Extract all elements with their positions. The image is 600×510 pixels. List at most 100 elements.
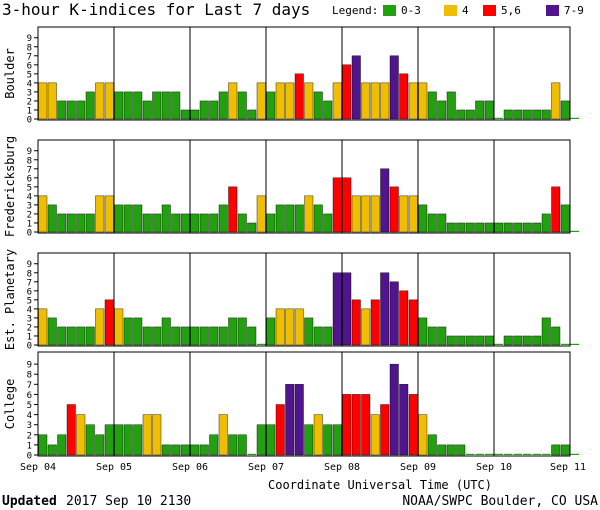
bar (323, 100, 333, 120)
bar (561, 343, 570, 345)
bar (190, 326, 200, 346)
bar (76, 414, 86, 456)
x-tick-label: Sep 10 (476, 462, 512, 473)
x-tick-label: Sep 09 (400, 462, 436, 473)
bar (494, 453, 503, 455)
bar (427, 91, 437, 120)
bar (570, 117, 579, 119)
bar (570, 453, 579, 455)
bar (114, 424, 124, 456)
bar (465, 222, 475, 233)
bar (332, 82, 342, 120)
bar (399, 290, 409, 346)
bar (418, 204, 428, 233)
bar (551, 444, 561, 456)
bar (418, 414, 428, 456)
bar (332, 177, 342, 233)
bar (47, 82, 57, 120)
bar (209, 100, 219, 120)
bar (142, 326, 152, 346)
bar (408, 195, 418, 233)
y-tick-label: 4 (27, 305, 32, 315)
legend-swatch-4 (444, 5, 457, 16)
y-tick-label: 4 (27, 192, 32, 202)
bar (152, 414, 162, 456)
y-tick-label: 9 (27, 34, 32, 44)
bar (66, 100, 76, 120)
bar (266, 317, 276, 346)
bar (142, 414, 152, 456)
bar (494, 117, 503, 119)
bar (256, 195, 266, 233)
bar (161, 91, 171, 120)
y-tick-label: 8 (27, 269, 32, 279)
bar (76, 326, 86, 346)
bar (532, 109, 542, 120)
bar (332, 272, 342, 346)
bar (427, 434, 437, 456)
bar (532, 453, 541, 455)
bar (190, 444, 200, 456)
y-tick-label: 7 (27, 278, 32, 288)
bar (257, 343, 266, 345)
bar (389, 186, 399, 233)
bar (209, 213, 219, 233)
bar (560, 100, 570, 120)
bar (551, 82, 561, 120)
x-tick-label: Sep 05 (96, 462, 132, 473)
bar (285, 308, 295, 346)
bar (57, 434, 67, 456)
bar (123, 91, 133, 120)
bar (114, 91, 124, 120)
bar (199, 326, 209, 346)
bar (180, 444, 190, 456)
bar (85, 424, 95, 456)
bar (503, 109, 513, 120)
bar (237, 91, 247, 120)
bar (218, 326, 228, 346)
bar (266, 424, 276, 456)
bar (199, 100, 209, 120)
bar (47, 444, 57, 456)
bar (351, 299, 361, 346)
bar (513, 109, 523, 120)
y-tick-label: 0 (27, 116, 32, 126)
bar (370, 195, 380, 233)
bar (209, 326, 219, 346)
y-tick-label: 3 (27, 421, 32, 431)
bar (114, 204, 124, 233)
bar (228, 434, 238, 456)
bar (522, 335, 532, 346)
bar (437, 100, 447, 120)
legend-entry-5-6: 5,6 (501, 4, 521, 17)
x-tick-label: Sep 06 (172, 462, 208, 473)
bar (171, 91, 181, 120)
bar (66, 213, 76, 233)
bar (570, 230, 579, 232)
bar (342, 394, 352, 456)
bar (380, 82, 390, 120)
bar (180, 326, 190, 346)
y-tick-label: 2 (27, 210, 32, 220)
bar (133, 204, 143, 233)
bar (466, 453, 475, 455)
bar (427, 326, 437, 346)
bar (171, 213, 181, 233)
bar (142, 213, 152, 233)
bar (85, 213, 95, 233)
bar (161, 317, 171, 346)
bar (370, 299, 380, 346)
bar (541, 213, 551, 233)
legend-entry-7-9: 7-9 (564, 4, 584, 17)
bar (380, 272, 390, 346)
bar (266, 91, 276, 120)
bar (313, 204, 323, 233)
bar (247, 326, 257, 346)
y-tick-label: 2 (27, 323, 32, 333)
panel-label: College (3, 379, 17, 430)
bar (484, 222, 494, 233)
bar (351, 55, 361, 120)
bar (190, 109, 200, 120)
bar (313, 91, 323, 120)
